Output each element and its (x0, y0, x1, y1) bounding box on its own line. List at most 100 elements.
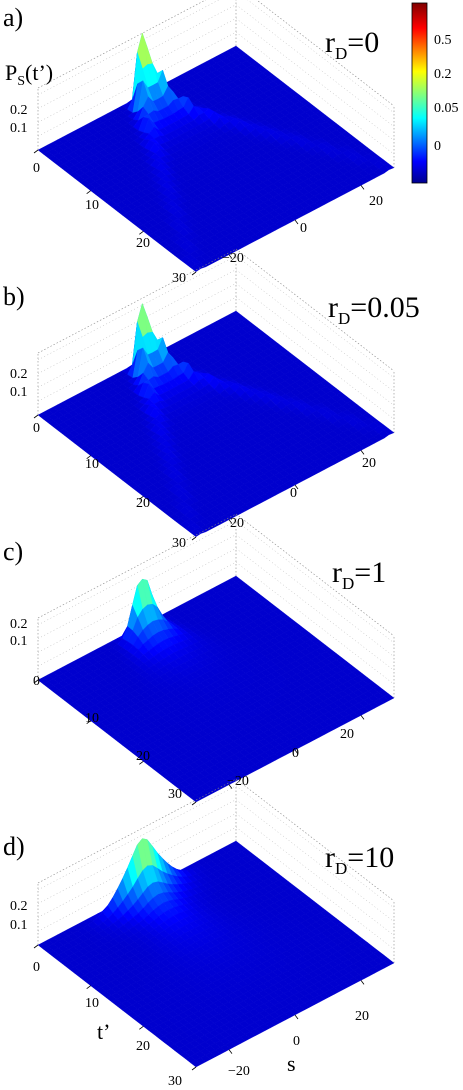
z-tick: 0.1 (10, 121, 28, 136)
z-axis-label: PS(t’) (5, 60, 53, 89)
s-tick-mark (360, 450, 365, 455)
rd-symbol: r (328, 291, 338, 324)
t-tick-mark (33, 944, 39, 949)
panel-letter: d) (3, 832, 25, 861)
t-tick-mark (139, 231, 144, 235)
s-tick-mark (294, 1014, 299, 1020)
s-tick: 0 (293, 1034, 300, 1049)
rd-label: rD=1 (332, 556, 386, 593)
colorbar: 0.5 0.2 0.05 0 (411, 2, 459, 184)
s-tick: −20 (222, 251, 244, 266)
box-frame (37, 248, 395, 433)
x-axis-label: t’ (97, 1019, 110, 1044)
t-tick-mark (33, 414, 39, 419)
axis-ticks (33, 149, 365, 276)
s-tick: −20 (228, 1064, 250, 1079)
panel-c: c) rD=1 0.2 0.1 0 10 20 30 −20 0 20 (3, 513, 395, 806)
t-tick: 10 (85, 996, 99, 1011)
z-tick: 0.1 (10, 385, 28, 400)
s-tick: 20 (369, 194, 383, 209)
surface-cell (190, 263, 202, 272)
t-tick-mark (139, 1026, 144, 1030)
t-tick: 30 (172, 271, 186, 286)
panel-letter: c) (3, 537, 23, 566)
z-axis-symbol: P (5, 60, 17, 85)
t-tick: 20 (136, 496, 150, 511)
s-tick-mark (360, 980, 365, 985)
panel-a-surface (33, 0, 395, 276)
rd-label: rD=10 (325, 841, 394, 878)
rd-label: rD=0.05 (328, 291, 420, 328)
s-tick-mark (360, 715, 365, 720)
colorbar-tick: 0.2 (434, 67, 452, 82)
t-tick: 20 (136, 236, 150, 251)
colorbar-tick: 0.05 (434, 101, 459, 116)
t-tick: 10 (85, 457, 99, 472)
t-tick: 0 (33, 674, 40, 689)
surface-mesh (37, 575, 395, 803)
rd-value: =0 (347, 26, 379, 59)
t-tick: 10 (85, 711, 99, 726)
rd-value: =0.05 (350, 291, 419, 324)
panel-d-surface (33, 778, 395, 1071)
rd-value: =10 (347, 841, 394, 874)
box-frame (37, 0, 395, 168)
rd-subscript: D (342, 574, 354, 593)
t-tick: 30 (168, 1074, 182, 1089)
z-axis-subscript: S (17, 74, 25, 89)
t-tick: 30 (168, 787, 182, 802)
panel-b: b) rD=0.05 0.2 0.1 0 10 20 30 20 0 20 (3, 248, 420, 551)
z-tick: 0.2 (10, 103, 28, 118)
s-tick: 20 (355, 1009, 369, 1024)
surface-mesh (37, 303, 395, 537)
t-tick-mark (191, 536, 197, 541)
panel-letter: b) (3, 282, 25, 311)
s-tick: 0 (300, 221, 307, 236)
s-tick-mark (294, 219, 299, 225)
rd-subscript: D (335, 44, 347, 63)
t-tick-mark (191, 801, 197, 806)
rd-value: =1 (354, 556, 386, 589)
z-axis-argument: (t’) (25, 60, 53, 85)
z-tick: 0.2 (10, 617, 28, 632)
rd-subscript: D (335, 859, 347, 878)
rd-label: rD=0 (325, 26, 379, 63)
panel-d: d) rD=10 0.2 0.1 0 10 20 30 −20 0 20 t’ … (3, 778, 395, 1089)
panel-a: a) rD=0 PS(t’) 0.2 0.1 0 10 20 30 −20 0 … (3, 0, 395, 286)
t-tick-mark (33, 149, 39, 154)
s-tick-mark (360, 185, 365, 190)
t-tick: 20 (136, 1039, 150, 1054)
t-tick: 10 (85, 198, 99, 213)
colorbar-tick: 0 (434, 139, 441, 154)
t-tick: 20 (136, 749, 150, 764)
colorbar-tick: 0.5 (434, 33, 452, 48)
t-tick: 0 (33, 960, 40, 975)
t-tick: 30 (172, 536, 186, 551)
t-tick-mark (86, 985, 91, 989)
t-tick-mark (191, 271, 197, 276)
rd-symbol: r (332, 556, 342, 589)
t-tick-mark (191, 1066, 197, 1071)
y-axis-label: s (287, 1051, 296, 1076)
s-tick-mark (228, 254, 233, 259)
z-tick: 0.2 (10, 367, 28, 382)
rd-symbol: r (325, 26, 335, 59)
z-tick: 0.1 (10, 634, 28, 649)
z-tick: 0.1 (10, 918, 28, 933)
z-tick: 0.2 (10, 899, 28, 914)
rd-symbol: r (325, 841, 335, 874)
t-tick: 0 (33, 421, 40, 436)
colorbar-bar (411, 2, 428, 184)
surface-mesh (37, 33, 395, 272)
s-tick: 0 (290, 486, 297, 501)
panel-letter: a) (3, 3, 23, 32)
s-tick: 20 (362, 456, 376, 471)
s-tick-mark (228, 1049, 233, 1054)
t-tick-mark (86, 190, 91, 194)
t-tick: 0 (33, 161, 40, 176)
rd-subscript: D (338, 309, 350, 328)
s-tick: 0 (292, 746, 299, 761)
s-tick: −20 (227, 774, 249, 789)
s-tick: 20 (340, 727, 354, 742)
